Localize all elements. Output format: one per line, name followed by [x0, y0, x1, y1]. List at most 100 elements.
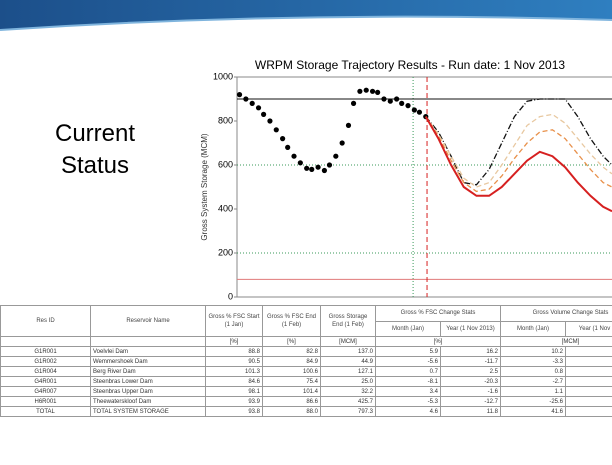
table-cell: -3.3 [500, 356, 567, 367]
table-cell: 84.9 [262, 356, 321, 367]
column-header: Month (Jan) [500, 320, 567, 337]
table-cell: 25.0 [320, 376, 376, 387]
data-point [249, 100, 255, 106]
data-point [339, 140, 345, 146]
data-point [285, 144, 291, 150]
data-point [255, 105, 262, 111]
data-point [375, 89, 381, 95]
table-cell: Wemmershoek Dam [90, 356, 206, 367]
group-header: Gross Volume Change Stats [500, 305, 612, 322]
unit-cell [0, 336, 91, 347]
plot-frame [236, 76, 612, 298]
table-cell: -11.7 [439, 356, 502, 367]
table: Res ID Reservoir Name Gross % FSC Start (1… [0, 305, 612, 417]
table-cell: 1.1 [500, 386, 567, 397]
data-row: G1R004 Berg River Dam 101.3 100.6 127.1 0.7 2.… [0, 366, 612, 377]
data-point [261, 111, 267, 117]
projection-line [425, 116, 612, 193]
table-cell: 93.8 [205, 406, 263, 417]
data-point [333, 153, 339, 159]
data-row: G1R002 Wemmershoek Dam 90.5 84.9 44.9 -5.6 -11… [0, 356, 612, 367]
data-point [273, 127, 279, 133]
table-cell: Theewaterskloof Dam [90, 396, 206, 407]
table-cell: -5.6 [375, 356, 441, 367]
column-header: Year (1 Nov 2013) [439, 320, 502, 337]
data-point [243, 96, 249, 102]
table-cell: 84.6 [205, 376, 263, 387]
table-cell: 797.3 [320, 406, 376, 417]
table-cell: 75.4 [262, 376, 321, 387]
projection-line [425, 98, 612, 186]
column-header: Year (1 Nov 2013) [565, 320, 612, 337]
column-header: Month (Jan) [375, 320, 441, 337]
table-cell: 93.9 [205, 396, 263, 407]
data-point [315, 164, 321, 170]
data-point [321, 167, 328, 174]
table-cell: G1R004 [0, 366, 91, 377]
unit-cell: [%] [205, 336, 263, 347]
data-point [411, 107, 417, 113]
y-tick-label: 800 [218, 115, 233, 125]
table-cell: TOTAL [0, 406, 91, 417]
data-point [304, 165, 310, 171]
table-cell: 127.1 [320, 366, 376, 377]
chart: WRPM Storage Trajectory Results - Run da… [0, 0, 612, 300]
data-point [369, 88, 376, 94]
y-tick-label: 1000 [213, 71, 233, 81]
table-cell: -1.6 [439, 386, 502, 397]
data-point [291, 153, 297, 159]
unit-cell: [MCM] [500, 336, 612, 347]
table-cell: 27.8 [565, 346, 612, 357]
table-cell: -25.6 [500, 396, 567, 407]
column-header: Gross Storage End (1 Feb) [320, 305, 376, 337]
data-point [280, 136, 286, 142]
units-row: [%] [%] [MCM] [%] [MCM] [0, 336, 612, 347]
data-point [405, 103, 411, 109]
table-cell: 5.9 [375, 346, 441, 357]
data-point [309, 166, 315, 172]
header-row: Res ID Reservoir Name Gross % FSC Start (1… [0, 305, 612, 337]
table-cell: Berg River Dam [90, 366, 206, 377]
table-cell: G1R002 [0, 356, 91, 367]
table-cell: H6R001 [0, 396, 91, 407]
column-header: Gross % FSC End (1 Feb) [262, 305, 321, 337]
data-point [267, 118, 273, 124]
table-cell: -5.3 [375, 396, 441, 407]
data-point [326, 162, 333, 168]
table-cell: 11.8 [439, 406, 502, 417]
table-cell: 3.4 [375, 386, 441, 397]
table-cell: 4.6 [375, 406, 441, 417]
unit-cell [90, 336, 206, 347]
table-cell: 10.2 [500, 346, 567, 357]
table-cell: -20.3 [439, 376, 502, 387]
table-cell: 90.5 [205, 356, 263, 367]
table-cell: 0.7 [375, 366, 441, 377]
data-point [236, 92, 243, 98]
table-cell: Steenbras Upper Dam [90, 386, 206, 397]
table-cell: Steenbras Lower Dam [90, 376, 206, 387]
header-band [0, 0, 612, 30]
header-curve [0, 15, 612, 31]
table-cell: -6.8 [565, 376, 612, 387]
table-cell: 425.7 [320, 396, 376, 407]
table-cell: G1R001 [0, 346, 91, 357]
slide-title: Current Status [54, 120, 136, 179]
table-cell: -12.7 [439, 396, 502, 407]
data-point [357, 88, 363, 94]
table-cell: 16.2 [439, 346, 502, 357]
data-row: H6R001 Theewaterskloof Dam 93.9 86.6 425.7 -5… [0, 396, 612, 407]
table-cell: 0.5 [565, 386, 612, 397]
table-cell: 44.9 [320, 356, 376, 367]
data-point [350, 100, 357, 106]
y-tick-label: 600 [218, 159, 233, 169]
chart-title: WRPM Storage Trajectory Results - Run da… [255, 58, 565, 72]
data-point [345, 122, 352, 128]
table-cell: 100.6 [262, 366, 321, 377]
table-cell: TOTAL SYSTEM STORAGE [90, 406, 206, 417]
table-cell: 106.3 [565, 406, 612, 417]
table-cell: -8.1 [375, 376, 441, 387]
table-cell: Voelvlei Dam [90, 346, 206, 357]
column-header: Reservoir Name [90, 305, 206, 337]
unit-cell: [%] [262, 336, 321, 347]
